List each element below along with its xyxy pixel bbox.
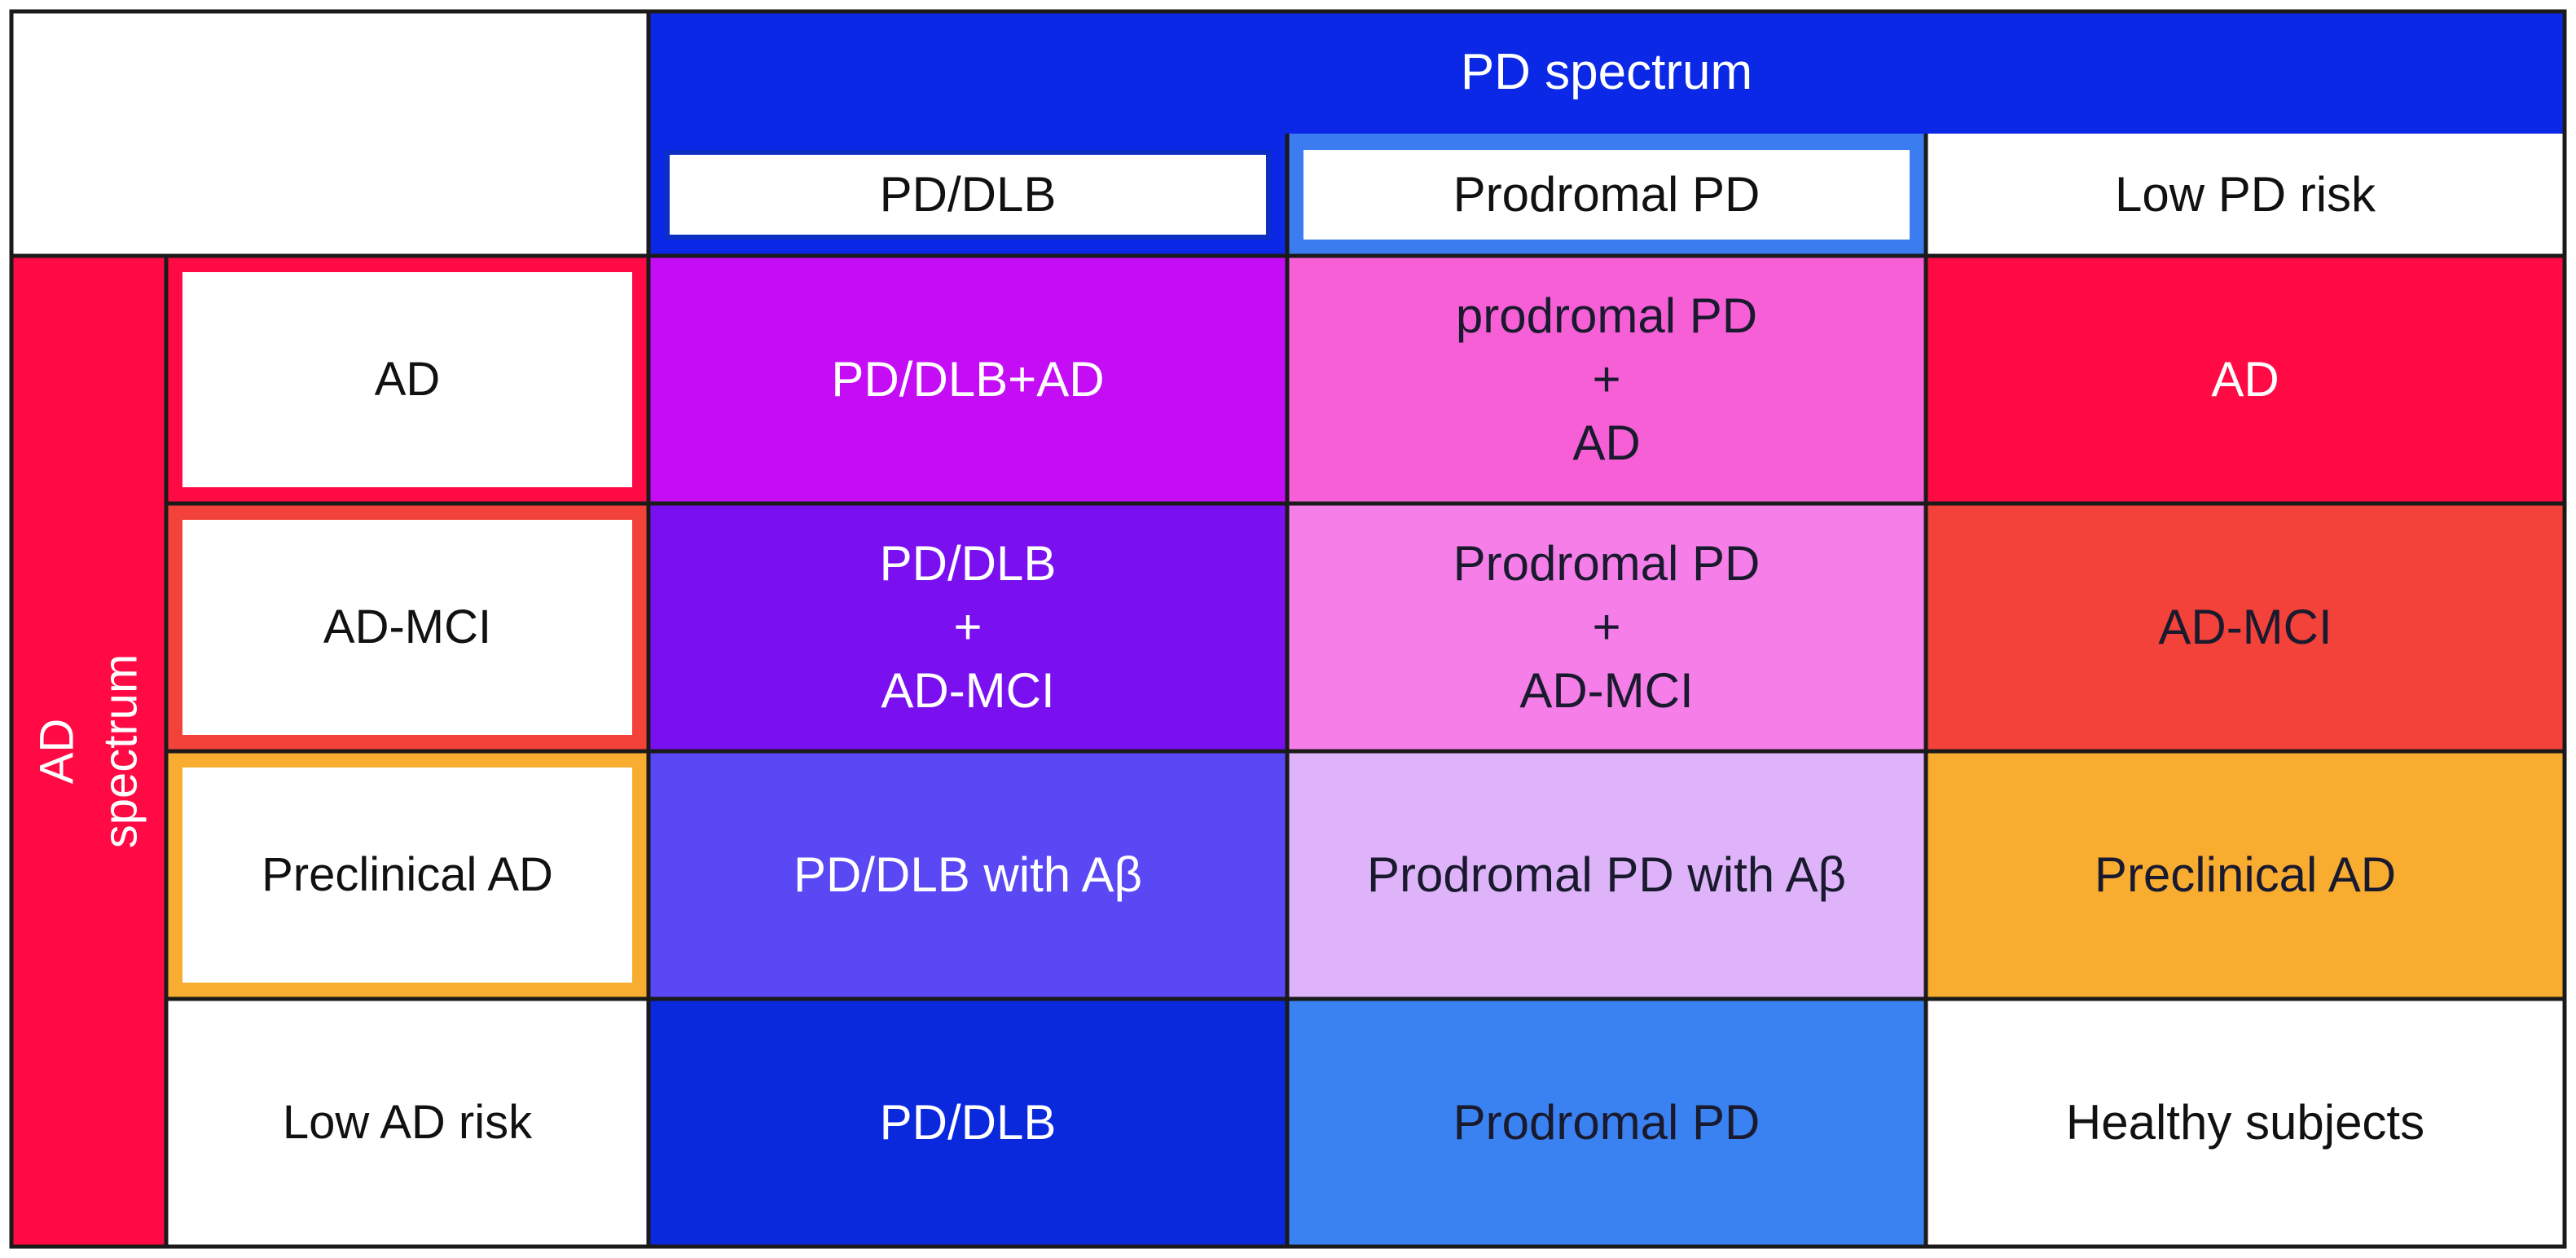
- pd-spectrum-header: PD spectrum: [648, 11, 2565, 134]
- ad-row-header-ad-mci: AD-MCI: [166, 504, 648, 751]
- matrix-cell-pd-dlb-ad: PD/DLB+AD: [648, 256, 1287, 504]
- ad-row-header-preclinical-ad: Preclinical AD: [166, 751, 648, 999]
- ad-row-header-low-ad-risk: Low AD risk: [166, 999, 648, 1247]
- ad-spectrum-label: AD spectrum: [30, 653, 147, 849]
- matrix-cell-text: PD/DLB with Aβ: [793, 847, 1142, 902]
- matrix-cell-text: AD-MCI: [2158, 600, 2332, 654]
- pd-column-label: Low PD risk: [2114, 167, 2376, 222]
- matrix-cell-text: AD: [2211, 352, 2279, 407]
- matrix-cell-prodromal-pd-abeta: Prodromal PD with Aβ: [1287, 751, 1926, 999]
- ad-row-header-ad: AD: [166, 256, 648, 504]
- matrix-cell-text: PD/DLB+AD: [831, 352, 1105, 407]
- pd-column-label: Prodromal PD: [1453, 167, 1761, 222]
- corner-cell: [11, 11, 648, 256]
- matrix-cell-text: Prodromal PD + AD-MCI: [1453, 536, 1761, 718]
- ad-row-label: AD-MCI: [323, 600, 492, 653]
- matrix-cell-pd-dlb-abeta: PD/DLB with Aβ: [648, 751, 1287, 999]
- matrix-cell-pd-dlb-only: PD/DLB: [648, 999, 1287, 1247]
- pd-column-header-pd-dlb: PD/DLB: [648, 134, 1287, 256]
- matrix-cell-prodromal-pd-only: Prodromal PD: [1287, 999, 1926, 1247]
- ad-row-label: Low AD risk: [282, 1096, 533, 1149]
- matrix-cell-text: PD/DLB + AD-MCI: [879, 536, 1057, 718]
- ad-row-label: Preclinical AD: [262, 848, 553, 901]
- matrix-cell-text: PD/DLB: [879, 1095, 1057, 1150]
- matrix-cell-text: Prodromal PD: [1453, 1095, 1761, 1150]
- matrix-cell-pd-dlb-ad-mci: PD/DLB + AD-MCI: [648, 504, 1287, 751]
- matrix-cell-text: prodromal PD + AD: [1455, 288, 1758, 470]
- pd-column-header-low-pd-risk: Low PD risk: [1926, 134, 2565, 256]
- matrix-cell-low-pd-ad: AD: [1926, 256, 2565, 504]
- pd-column-header-prodromal-pd: Prodromal PD: [1287, 134, 1926, 256]
- matrix-cell-healthy-subjects: Healthy subjects: [1926, 999, 2565, 1247]
- pd-column-label: PD/DLB: [879, 167, 1057, 222]
- matrix-cell-prodromal-pd-ad-mci: Prodromal PD + AD-MCI: [1287, 504, 1926, 751]
- pd-spectrum-label: PD spectrum: [1460, 44, 1753, 100]
- matrix-cell-low-pd-ad-mci: AD-MCI: [1926, 504, 2565, 751]
- matrix-cell-text: Prodromal PD with Aβ: [1366, 847, 1847, 902]
- matrix-cell-text: Preclinical AD: [2094, 847, 2397, 902]
- matrix-cell-text: Healthy subjects: [2065, 1095, 2425, 1150]
- matrix-cell-prodromal-pd-ad: prodromal PD + AD: [1287, 256, 1926, 504]
- ad-spectrum-band: AD spectrum: [11, 256, 166, 1247]
- ad-row-label: AD: [374, 353, 441, 406]
- matrix-cell-low-pd-preclinical-ad: Preclinical AD: [1926, 751, 2565, 999]
